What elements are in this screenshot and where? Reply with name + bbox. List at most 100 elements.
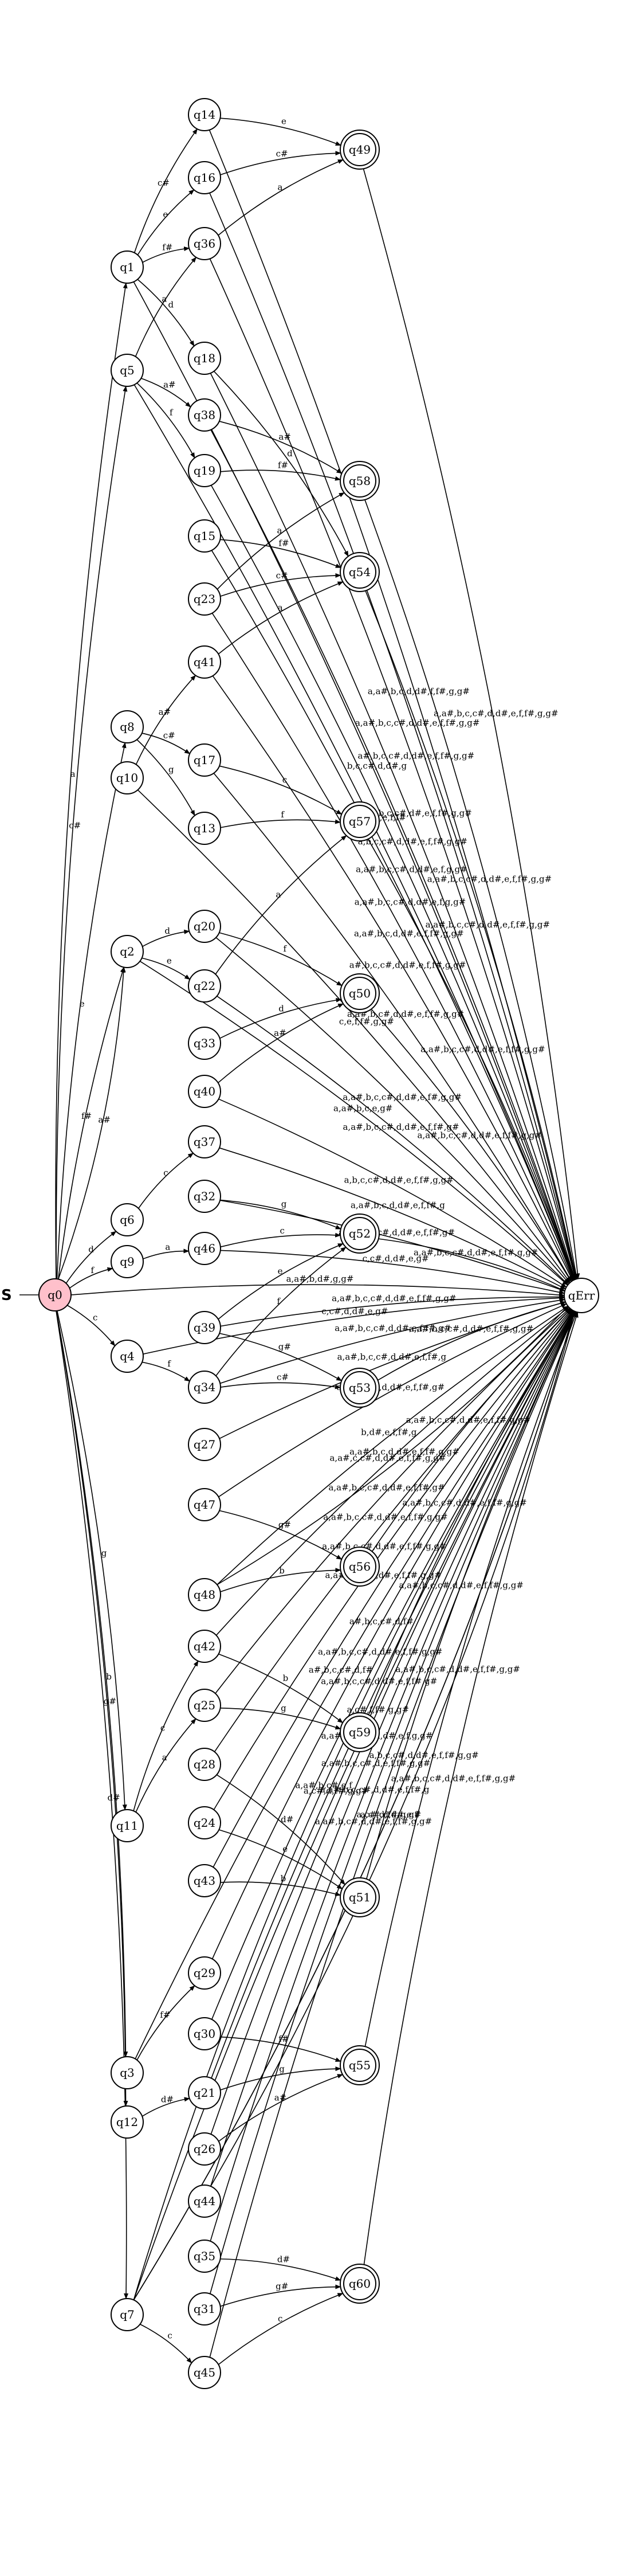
state-label: q3 bbox=[120, 2066, 135, 2080]
transition-label: c,c#,d,d#,e,g# bbox=[321, 1306, 388, 1316]
state-q7: q7 bbox=[111, 2298, 144, 2331]
transition-q18-qErr bbox=[210, 373, 576, 1281]
transitions-layer: ac#ef# a#dfcgbg#d#a,a#,b,d#,g,g#c#ef#db,c… bbox=[55, 116, 580, 2365]
state-label: q31 bbox=[194, 2302, 215, 2316]
transition-q33-q50 bbox=[219, 997, 342, 1039]
state-q38: q38 bbox=[188, 398, 221, 432]
state-q46: q46 bbox=[188, 1232, 221, 1265]
accept-ring bbox=[343, 805, 376, 838]
state-circle bbox=[188, 582, 221, 616]
state-label: q18 bbox=[194, 351, 215, 365]
transition-label: a,a#,b,c,c#,d,d#,e,f#,g,g# bbox=[343, 1092, 462, 1102]
transition-label: f bbox=[167, 1359, 171, 1369]
transition-label: g# bbox=[104, 1696, 116, 1706]
state-label: q35 bbox=[194, 2249, 215, 2263]
transition-label: a,a#,b,c,c#,d,d#,e,f,f#,g,g# bbox=[420, 1044, 545, 1055]
transition-q17-qErr bbox=[213, 773, 572, 1282]
transition-q49-qErr bbox=[363, 169, 580, 1279]
transition-q35-qErr bbox=[210, 1311, 576, 2242]
state-label: q25 bbox=[194, 1698, 215, 1712]
state-label: q57 bbox=[349, 815, 371, 828]
state-circle bbox=[188, 161, 221, 194]
state-label: q17 bbox=[194, 753, 215, 767]
state-circle bbox=[188, 398, 221, 432]
transition-label: c# bbox=[163, 730, 175, 741]
state-label: q49 bbox=[349, 143, 371, 156]
transition-q48-qErr bbox=[217, 1305, 569, 1585]
state-q23: q23 bbox=[188, 582, 221, 616]
transition-label: c# bbox=[277, 1372, 289, 1382]
state-label: q47 bbox=[194, 1498, 215, 1512]
transition-label: c# bbox=[276, 570, 288, 581]
state-q18: q18 bbox=[188, 342, 221, 375]
state-q10: q10 bbox=[111, 761, 144, 794]
state-label: q27 bbox=[194, 1438, 215, 1451]
state-circle bbox=[111, 1245, 144, 1278]
state-label: q5 bbox=[120, 363, 135, 377]
state-label: q37 bbox=[194, 1135, 215, 1149]
state-q4: q4 bbox=[111, 1340, 144, 1373]
state-circle bbox=[340, 130, 380, 170]
transition-q0-qErr bbox=[70, 1284, 565, 1298]
state-q37: q37 bbox=[188, 1125, 221, 1158]
state-circle bbox=[188, 1806, 221, 1839]
transition-q46-q52 bbox=[220, 1232, 341, 1248]
state-label: q29 bbox=[194, 1966, 215, 1980]
transition-label: c bbox=[280, 1226, 285, 1236]
transition-q0-q12 bbox=[56, 1310, 128, 2107]
transition-q34-q53 bbox=[220, 1382, 341, 1389]
transition-q1-q16 bbox=[137, 189, 195, 256]
transition-label: a,a#,b,c,c#,d,d#,e,f,f#,g# bbox=[321, 1676, 437, 1686]
transition-label: a,c#,d,f#,g,g# bbox=[304, 1786, 368, 1796]
state-circle bbox=[188, 1864, 221, 1897]
state-q33: q33 bbox=[188, 1027, 221, 1060]
state-q6: q6 bbox=[111, 1203, 144, 1236]
state-q41: q41 bbox=[188, 645, 221, 679]
state-label: q43 bbox=[194, 1874, 215, 1888]
state-label: q28 bbox=[194, 1757, 215, 1771]
state-label: q26 bbox=[194, 2142, 215, 2156]
transition-q2-q20 bbox=[142, 929, 190, 948]
state-q60: q60 bbox=[340, 2264, 380, 2304]
state-label: q4 bbox=[120, 1349, 135, 1363]
transition-label: f bbox=[91, 1265, 95, 1275]
transition-q10-qErr bbox=[137, 789, 571, 1283]
state-circle bbox=[111, 935, 144, 968]
state-label: q0 bbox=[48, 1288, 62, 1302]
state-q12: q12 bbox=[111, 2105, 144, 2139]
transition-q44-qErr bbox=[210, 1310, 576, 2187]
state-label: q38 bbox=[194, 408, 215, 422]
transition-q0-q5 bbox=[56, 385, 128, 1279]
state-circle bbox=[340, 552, 380, 592]
transition-q2-qErr bbox=[139, 961, 568, 1286]
transition-label: d# bbox=[161, 2094, 174, 2104]
state-q22: q22 bbox=[188, 969, 221, 1003]
transition-q2-q22 bbox=[141, 957, 191, 980]
transition-q47-q56 bbox=[219, 1510, 343, 1560]
state-label: q55 bbox=[349, 2058, 371, 2072]
start-marker-label: S bbox=[1, 1287, 12, 1304]
transition-q5-q38 bbox=[140, 378, 191, 408]
transition-label: c bbox=[163, 1168, 168, 1178]
transition-q17-q57 bbox=[219, 765, 343, 815]
state-circle bbox=[188, 342, 221, 375]
state-q13: q13 bbox=[188, 812, 221, 845]
state-label: q23 bbox=[194, 592, 215, 606]
state-circle bbox=[188, 1956, 221, 1990]
state-circle bbox=[111, 250, 144, 284]
state-label: q36 bbox=[194, 237, 215, 250]
transition-q19-qErr bbox=[210, 485, 575, 1281]
transition-q28-q51 bbox=[216, 1774, 345, 1885]
state-q43: q43 bbox=[188, 1864, 221, 1897]
transition-q48-q56 bbox=[220, 1568, 341, 1592]
state-q51: q51 bbox=[340, 1877, 380, 1917]
transition-q10-q41 bbox=[135, 675, 196, 765]
state-circle bbox=[340, 1712, 380, 1752]
state-label: q58 bbox=[349, 474, 371, 488]
transition-label: a bbox=[278, 602, 283, 613]
transition-q26-qErr bbox=[210, 1310, 575, 2135]
transition-q16-qErr bbox=[209, 193, 577, 1280]
state-label: q60 bbox=[349, 2277, 371, 2291]
state-circle bbox=[564, 1278, 599, 1313]
